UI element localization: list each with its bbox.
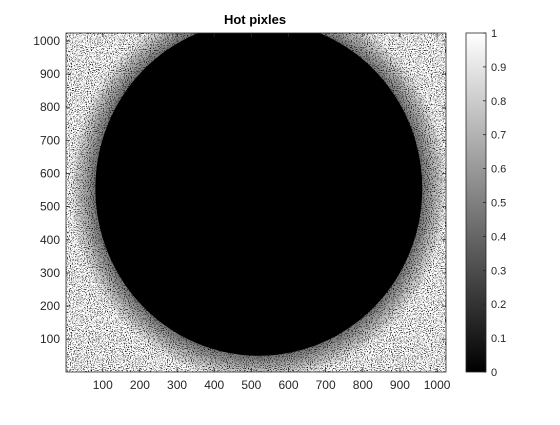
y-tick-label: 400 <box>40 233 60 247</box>
x-tick-label: 800 <box>353 378 373 392</box>
y-tick-label: 900 <box>40 67 60 81</box>
x-tick-label: 300 <box>167 378 187 392</box>
plot-area <box>66 0 448 383</box>
x-tick-label: 900 <box>390 378 410 392</box>
colorbar-ticks: 0 0.1 0.2 0.3 0.4 0.5 0.6 0.7 0.8 0.9 1 <box>483 28 506 379</box>
colorbar-tick-label: 0.2 <box>491 299 506 311</box>
colorbar-tick-label: 0.7 <box>491 130 506 142</box>
x-tick-label: 600 <box>278 378 298 392</box>
y-tick-label: 300 <box>40 266 60 280</box>
colorbar: 0 0.1 0.2 0.3 0.4 0.5 0.6 0.7 0.8 0.9 1 <box>466 28 506 379</box>
x-tick-label: 400 <box>204 378 224 392</box>
colorbar-tick-label: 0 <box>491 367 497 379</box>
colorbar-tick-label: 0.4 <box>491 231 506 243</box>
x-tick-label: 1000 <box>424 378 451 392</box>
colorbar-tick-label: 0.1 <box>491 333 506 345</box>
x-tick-label: 200 <box>130 378 150 392</box>
x-tick-label: 100 <box>93 378 113 392</box>
colorbar-tick-label: 0.5 <box>491 198 506 210</box>
y-tick-label: 200 <box>40 299 60 313</box>
colorbar-tick-label: 0.6 <box>491 164 506 176</box>
dark-region <box>95 21 422 356</box>
y-tick-label: 700 <box>40 133 60 147</box>
x-tick-label: 500 <box>241 378 261 392</box>
y-tick-label: 800 <box>40 100 60 114</box>
x-tick-label: 700 <box>316 378 336 392</box>
y-tick-label: 500 <box>40 200 60 214</box>
colorbar-tick-label: 0.8 <box>491 96 506 108</box>
chart-title: Hot pixles <box>224 12 286 27</box>
y-tick-label: 600 <box>40 167 60 181</box>
y-tick-label: 100 <box>40 332 60 346</box>
colorbar-tick-label: 0.3 <box>491 265 506 277</box>
colorbar-tick-label: 1 <box>491 28 497 40</box>
colorbar-tick-label: 0.9 <box>491 62 506 74</box>
y-tick-label: 1000 <box>33 34 60 48</box>
